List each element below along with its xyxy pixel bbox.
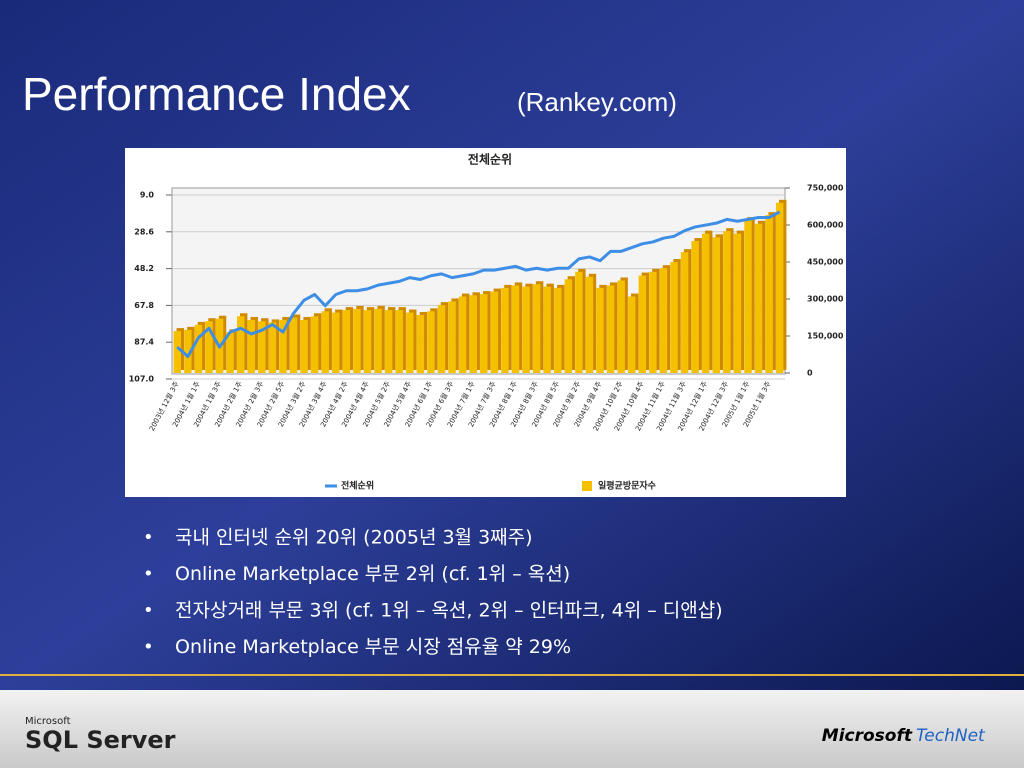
legend-label: 일평균방문자수 [598, 480, 656, 492]
footer-product-right: TechNet [916, 726, 986, 746]
y2-tick-label: 300,000 [807, 295, 844, 304]
bullet-text: Online Marketplace 부문 시장 점유율 약 29% [175, 636, 571, 658]
bar [532, 284, 541, 373]
bar [501, 287, 509, 373]
y2-tick-label: 0 [807, 369, 813, 378]
bar [585, 276, 594, 373]
footer-brand-small: Microsoft [25, 716, 71, 727]
slide-subtitle: (Rankey.com) [517, 87, 677, 117]
bar [765, 215, 773, 373]
bar [596, 287, 604, 373]
bar [289, 317, 298, 373]
legend-label: 전체순위 [341, 480, 374, 492]
bar [469, 295, 477, 373]
bullet-dot: • [143, 600, 154, 621]
y-tick-label: 48.2 [134, 264, 154, 273]
bar [226, 332, 234, 373]
y-tick-label: 67.8 [134, 301, 154, 310]
divider [0, 674, 1024, 676]
footer-band [0, 690, 1024, 768]
bar [575, 271, 583, 373]
footer-product: SQL Server [25, 726, 176, 754]
y-tick-label: 107.0 [129, 375, 155, 384]
bar [691, 241, 699, 373]
line [176, 210, 781, 358]
bar [437, 305, 446, 373]
bar [268, 322, 277, 373]
y2-tick-label: 600,000 [807, 221, 844, 230]
bar [258, 321, 266, 373]
bullet-dot: • [143, 527, 154, 548]
bar [617, 280, 625, 373]
footer-brand: Microsoft [822, 726, 913, 746]
bar [236, 316, 245, 373]
bullet-dot: • [143, 637, 154, 658]
bar [490, 291, 499, 373]
bar [564, 279, 573, 373]
bar [511, 285, 520, 373]
bar [733, 233, 742, 373]
bar [680, 252, 689, 373]
bar [247, 319, 255, 373]
bar [458, 296, 467, 373]
bar [744, 220, 752, 373]
bar [300, 319, 308, 373]
bar [173, 331, 181, 373]
bar [205, 321, 213, 373]
bar [353, 308, 361, 373]
bar [776, 202, 784, 373]
legend-swatch [582, 481, 592, 491]
bar [522, 286, 530, 373]
y2-tick-label: 750,000 [807, 184, 844, 193]
bullet-dot: • [143, 564, 154, 585]
bar [406, 312, 414, 373]
bar [279, 319, 287, 373]
y-tick-label: 87.4 [134, 338, 154, 347]
bar [363, 310, 372, 373]
bar [659, 268, 668, 373]
bar [628, 296, 636, 373]
bar [310, 316, 319, 373]
bar [184, 329, 192, 373]
bar [448, 301, 456, 373]
bar [384, 310, 393, 373]
y2-tick-label: 450,000 [807, 258, 844, 267]
bar [723, 231, 731, 373]
bar [543, 286, 551, 373]
y-tick-label: 9.0 [140, 191, 155, 200]
bar [670, 262, 678, 373]
bar [606, 285, 615, 373]
slide-title: Performance Index [22, 68, 411, 120]
bar [638, 275, 647, 373]
y2-tick-label: 150,000 [807, 332, 844, 341]
bar [416, 315, 425, 373]
bar [649, 271, 657, 373]
bar [754, 223, 763, 373]
bar [374, 308, 382, 373]
chart-title: 전체순위 [468, 152, 512, 167]
bar [480, 294, 488, 373]
bar [427, 311, 435, 373]
bar [554, 287, 562, 373]
y-tick-label: 28.6 [134, 227, 154, 236]
bullet-text: 국내 인터넷 순위 20위 (2005년 3월 3째주) [175, 527, 533, 549]
bullet-text: Online Marketplace 부문 2위 (cf. 1위 – 옥션) [175, 563, 570, 585]
bar [712, 237, 721, 373]
bar [194, 324, 203, 373]
bar [321, 311, 329, 373]
bullet-text: 전자상거래 부문 3위 (cf. 1위 – 옥션, 2위 – 인터파크, 4위 … [175, 600, 723, 622]
bar [395, 310, 403, 373]
bar [702, 233, 710, 373]
bar [342, 310, 351, 373]
bar [332, 312, 340, 373]
